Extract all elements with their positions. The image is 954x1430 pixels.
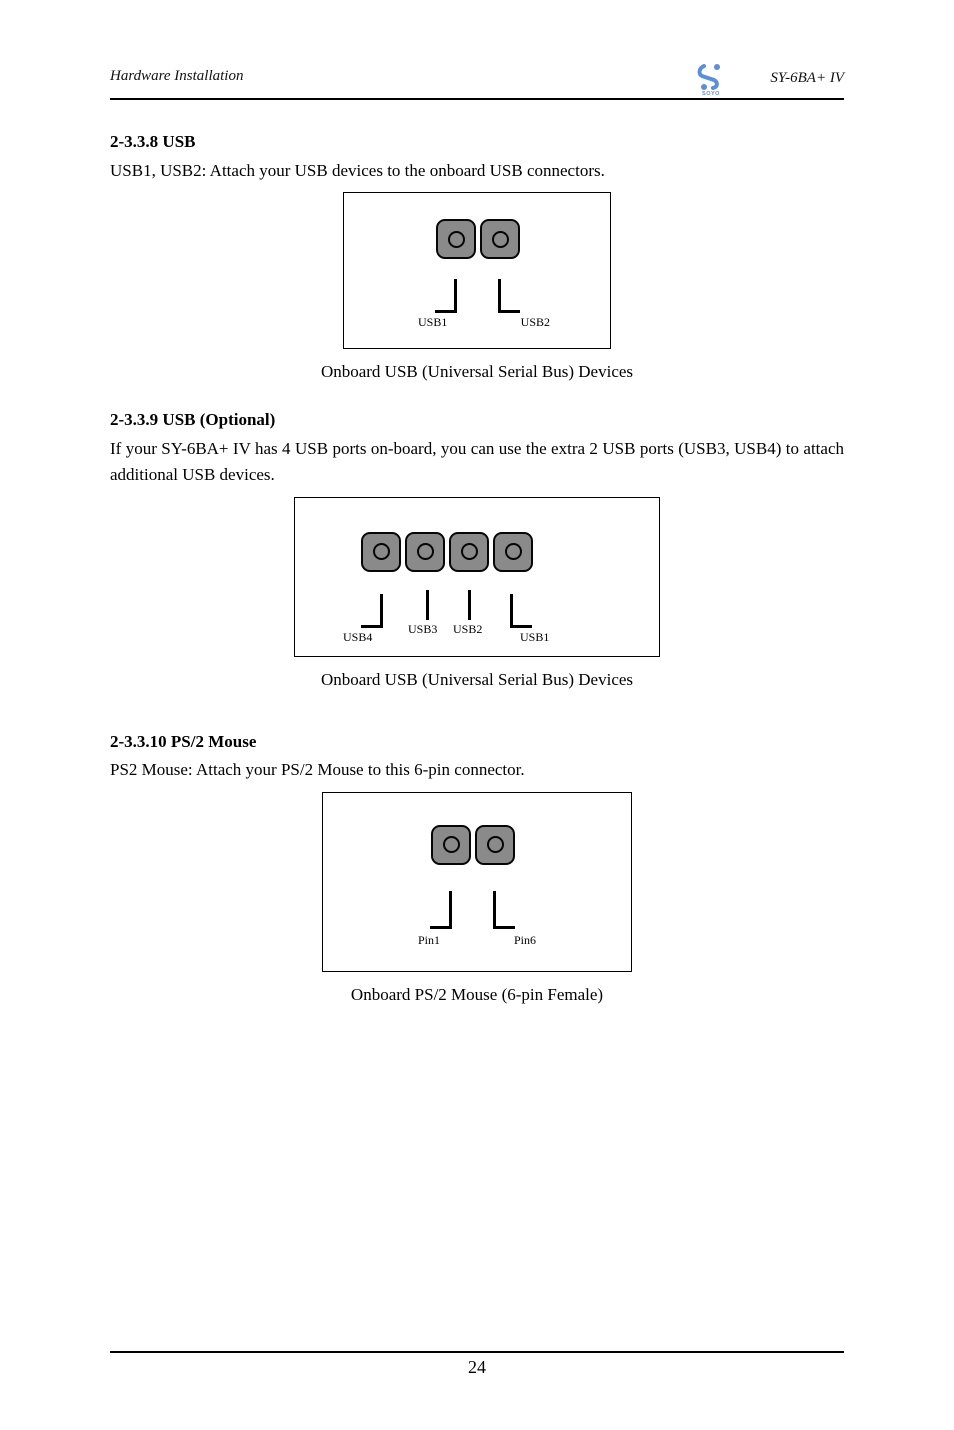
section-body: PS2 Mouse: Attach your PS/2 Mouse to thi…: [110, 757, 844, 783]
diagram-label: USB2: [521, 315, 550, 330]
section-usb-optional: 2-3.3.9 USB (Optional) If your SY-6BA+ I…: [110, 408, 844, 689]
ps2-port-icon: [431, 825, 471, 865]
usb-port-icon: [405, 532, 445, 572]
section-title: 2-3.3.10 PS/2 Mouse: [110, 730, 844, 754]
diagram-ps2: Pin1 Pin6: [322, 792, 632, 972]
diagram-caption: Onboard USB (Universal Serial Bus) Devic…: [110, 670, 844, 690]
page-header: Hardware Installation SOYO SY-6BA+ IV: [110, 68, 844, 104]
page-footer: 24: [110, 1351, 844, 1378]
ps2-port-icon: [475, 825, 515, 865]
bracket-left: [430, 891, 452, 929]
bracket-left: [361, 594, 383, 628]
section-body: If your SY-6BA+ IV has 4 USB ports on-bo…: [110, 436, 844, 489]
diagram-label: USB1: [520, 630, 549, 645]
usb-port-icon: [361, 532, 401, 572]
diagram-label: Pin6: [514, 933, 536, 948]
usb-port-icon: [480, 219, 520, 259]
usb-port-icon: [449, 532, 489, 572]
diagram-wrap: USB1 USB2: [110, 192, 844, 354]
diagram-caption: Onboard PS/2 Mouse (6-pin Female): [110, 985, 844, 1005]
page-number: 24: [110, 1357, 844, 1378]
diagram-label: USB4: [343, 630, 372, 645]
tick-mark: [468, 590, 471, 620]
diagram-label: USB2: [453, 622, 482, 637]
bracket-left: [435, 279, 457, 313]
diagram-label: Pin1: [418, 933, 440, 948]
bracket-right: [493, 891, 515, 929]
tick-mark: [426, 590, 429, 620]
svg-text:SOYO: SOYO: [702, 91, 720, 96]
brand-name: SY-6BA+ IV: [770, 70, 844, 87]
section-title: 2-3.3.9 USB (Optional): [110, 408, 844, 432]
footer-rule: [110, 1351, 844, 1353]
usb-port-icon: [493, 532, 533, 572]
section-usb: 2-3.3.8 USB USB1, USB2: Attach your USB …: [110, 130, 844, 382]
bracket-right: [498, 279, 520, 313]
section-body: USB1, USB2: Attach your USB devices to t…: [110, 158, 844, 184]
usb-port-icon: [436, 219, 476, 259]
diagram-label: USB1: [418, 315, 447, 330]
section-title: 2-3.3.8 USB: [110, 130, 844, 154]
diagram-wrap: USB4 USB3 USB2 USB1: [110, 497, 844, 662]
header-rule: [110, 98, 844, 100]
header-title: Hardware Installation: [110, 68, 243, 85]
page: Hardware Installation SOYO SY-6BA+ IV 2-…: [0, 0, 954, 1430]
diagram-label: USB3: [408, 622, 437, 637]
bracket-right: [510, 594, 532, 628]
diagram-caption: Onboard USB (Universal Serial Bus) Devic…: [110, 362, 844, 382]
diagram-wrap: Pin1 Pin6: [110, 792, 844, 977]
soyo-logo: SOYO: [696, 62, 726, 101]
diagram-usb-2port: USB1 USB2: [343, 192, 611, 349]
section-ps2-mouse: 2-3.3.10 PS/2 Mouse PS2 Mouse: Attach yo…: [110, 730, 844, 1005]
diagram-usb-4port: USB4 USB3 USB2 USB1: [294, 497, 660, 657]
